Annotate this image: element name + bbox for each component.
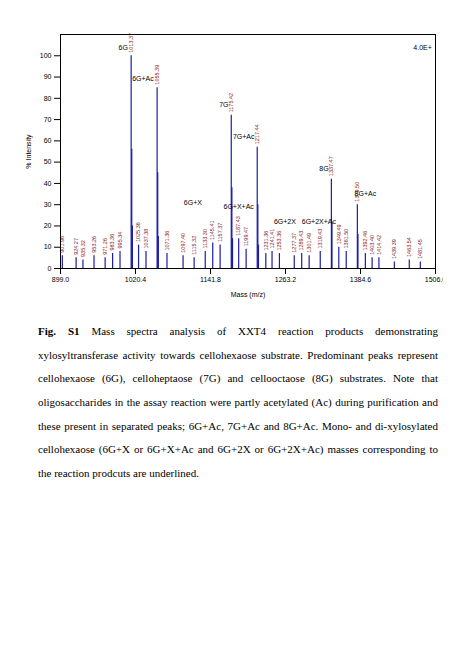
svg-text:8G: 8G: [319, 165, 328, 172]
svg-text:7G+Ac: 7G+Ac: [233, 133, 255, 140]
svg-text:1145.41: 1145.41: [209, 220, 215, 239]
svg-text:20: 20: [44, 222, 52, 229]
svg-text:10: 10: [44, 243, 52, 250]
svg-text:1199.47: 1199.47: [243, 227, 249, 246]
svg-text:8G+Ac: 8G+Ac: [355, 190, 377, 197]
svg-text:30: 30: [44, 201, 52, 208]
svg-text:60: 60: [44, 137, 52, 144]
svg-text:1349.49: 1349.49: [336, 224, 342, 244]
svg-text:1175.42: 1175.42: [228, 93, 234, 112]
svg-text:1157.37: 1157.37: [217, 223, 223, 242]
svg-text:953.26: 953.26: [91, 236, 97, 253]
svg-text:1506.0: 1506.0: [425, 276, 443, 283]
svg-text:1217.44: 1217.44: [254, 124, 260, 144]
svg-text:1481.45: 1481.45: [417, 239, 423, 259]
svg-text:924.27: 924.27: [73, 238, 79, 255]
svg-text:1337.47: 1337.47: [328, 156, 334, 176]
svg-text:935.32: 935.32: [80, 240, 86, 257]
svg-text:4.0E+: 4.0E+: [413, 44, 432, 51]
svg-text:1097.40: 1097.40: [180, 233, 186, 253]
svg-text:1319.43: 1319.43: [317, 229, 323, 249]
svg-text:995.34: 995.34: [117, 232, 123, 249]
svg-text:50: 50: [44, 158, 52, 165]
svg-text:1414.42: 1414.42: [376, 235, 382, 255]
svg-text:1463.54: 1463.54: [406, 237, 412, 257]
svg-text:6G+2X: 6G+2X: [274, 218, 296, 225]
svg-text:983.36: 983.36: [109, 234, 115, 251]
svg-text:6G+X+Ac: 6G+X+Ac: [224, 203, 255, 210]
svg-text:1263.2: 1263.2: [275, 276, 297, 283]
svg-text:90: 90: [44, 73, 52, 80]
svg-text:% Intensity: % Intensity: [25, 134, 33, 169]
svg-text:1403.40: 1403.40: [369, 235, 375, 255]
svg-text:1277.37: 1277.37: [291, 233, 297, 253]
svg-text:1020.4: 1020.4: [125, 276, 147, 283]
svg-text:1037.38: 1037.38: [143, 229, 149, 249]
svg-text:1055.39: 1055.39: [154, 65, 160, 85]
svg-text:1187.43: 1187.43: [235, 216, 241, 235]
svg-text:40: 40: [44, 180, 52, 187]
svg-text:1439.39: 1439.39: [391, 239, 397, 259]
svg-text:6G+X: 6G+X: [184, 199, 202, 206]
svg-text:Mass (m/z): Mass (m/z): [231, 291, 266, 299]
svg-text:1253.36: 1253.36: [276, 231, 282, 251]
svg-text:1141.8: 1141.8: [200, 276, 221, 283]
svg-text:70: 70: [44, 116, 52, 123]
svg-text:1133.30: 1133.30: [202, 229, 208, 248]
svg-text:1013.37: 1013.37: [128, 33, 134, 53]
svg-text:1392.46: 1392.46: [362, 231, 368, 251]
svg-text:7G: 7G: [219, 101, 228, 108]
svg-text:6G: 6G: [118, 44, 127, 51]
svg-text:6G+2X+Ac: 6G+2X+Ac: [302, 218, 337, 225]
svg-text:6G+Ac: 6G+Ac: [132, 75, 154, 82]
svg-text:901.96: 901.96: [59, 236, 65, 253]
svg-text:100: 100: [40, 52, 52, 59]
svg-text:1115.32: 1115.32: [191, 236, 197, 255]
svg-text:899.0: 899.0: [52, 276, 70, 283]
svg-text:1384.6: 1384.6: [350, 276, 372, 283]
svg-text:971.26: 971.26: [102, 238, 108, 255]
svg-text:1231.36: 1231.36: [263, 231, 269, 251]
html-text:Fig. S1 Mass spectra analysis: Fig. S1 Mass spectra analysis of XXT4 re…: [38, 325, 438, 479]
svg-text:0: 0: [48, 265, 52, 272]
svg-text:1071.36: 1071.36: [164, 231, 170, 251]
svg-text:1379.50: 1379.50: [354, 181, 361, 202]
svg-text:1025.36: 1025.36: [135, 222, 141, 242]
svg-text:80: 80: [44, 95, 52, 102]
svg-text:1301.49: 1301.49: [306, 233, 312, 253]
svg-text:1289.43: 1289.43: [298, 231, 304, 251]
svg-text:1241.41: 1241.41: [269, 229, 275, 249]
svg-text:1361.50: 1361.50: [343, 229, 349, 249]
